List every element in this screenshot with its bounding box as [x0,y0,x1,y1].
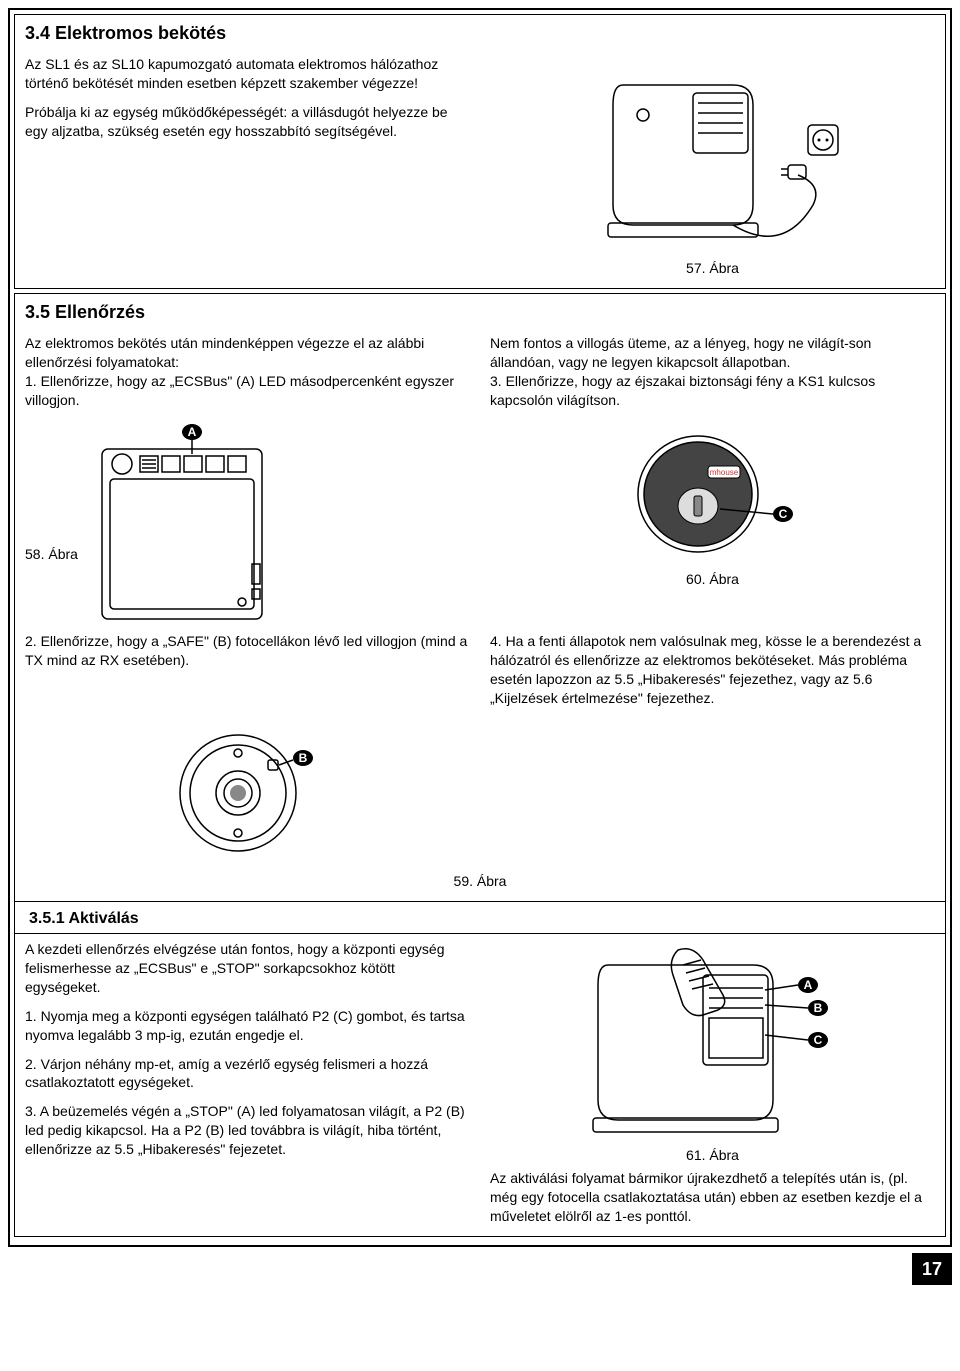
figure-58-caption: 58. Ábra [25,545,78,564]
figure-61-caption: 61. Ábra [686,1146,739,1165]
page-frame: 3.4 Elektromos bekötés Az SL1 és az SL10… [8,8,952,1247]
page-number: 17 [912,1253,952,1285]
section-3-5-title: 3.5 Ellenőrzés [15,294,945,328]
figure-59-image: B [173,718,323,868]
figure-57-image [583,55,843,255]
section-3-4: 3.4 Elektromos bekötés Az SL1 és az SL10… [14,14,946,289]
section-3-5-1-title: 3.5.1 Aktiválás [15,902,945,934]
section-3-5-item-3: 3. Ellenőrizze, hogy az éjszakai biztons… [490,372,935,410]
figure-61-image: A B C [583,940,843,1140]
section-3-5-item-1: 1. Ellenőrizze, hogy az „ECSBus" (A) LED… [25,372,470,410]
svg-text:C: C [813,1033,822,1047]
section-3-4-p1: Az SL1 és az SL10 kapumozgató automata e… [25,55,470,93]
section-3-5-1-p4: 3. A beüzemelés végén a „STOP" (A) led f… [25,1102,470,1159]
figure-60-caption: 60. Ábra [686,570,739,589]
section-3-5-1-note: Az aktiválási folyamat bármikor újrakezd… [490,1169,935,1226]
svg-text:B: B [813,1001,822,1015]
figure-60-image: mhouse C [628,424,798,564]
svg-text:A: A [188,425,197,439]
brand-label: mhouse [709,468,738,477]
svg-text:A: A [803,978,812,992]
figure-58-image: A [92,424,272,624]
figure-57-caption: 57. Ábra [686,259,739,278]
section-3-5-item-4: 4. Ha a fenti állapotok nem valósulnak m… [490,632,935,708]
section-3-4-title: 3.4 Elektromos bekötés [15,15,945,49]
section-3-5-1-p3: 2. Várjon néhány mp-et, amíg a vezérlő e… [25,1055,470,1093]
section-3-5-item-2: 2. Ellenőrizze, hogy a „SAFE" (B) fotoce… [25,632,470,670]
svg-text:C: C [778,507,787,521]
section-3-4-p2: Próbálja ki az egység működőképességét: … [25,103,470,141]
figure-59-caption: 59. Ábra [454,873,507,889]
svg-text:B: B [298,751,307,765]
section-3-5: 3.5 Ellenőrzés Az elektromos bekötés utá… [14,293,946,1236]
section-3-5-1-p2: 1. Nyomja meg a központi egységen találh… [25,1007,470,1045]
section-3-5-1-p1: A kezdeti ellenőrzés elvégzése után font… [25,940,470,997]
section-3-5-right-intro: Nem fontos a villogás üteme, az a lényeg… [490,334,935,372]
section-3-5-left-intro: Az elektromos bekötés után mindenképpen … [25,334,470,372]
